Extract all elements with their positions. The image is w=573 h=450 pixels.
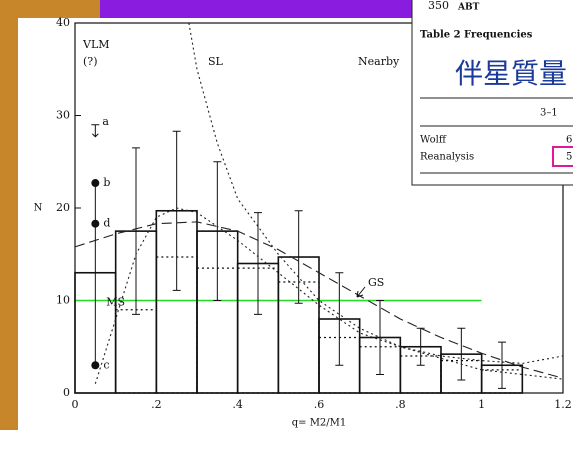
vlm-point [91,220,99,228]
y-tick-label: 10 [56,294,70,307]
page: 0.2.4.6.811.2010203040q= M2/M1NMSbdcaVLM… [0,0,573,450]
y-tick-label: 40 [56,16,70,29]
annotation: VLM [82,38,110,51]
limit-label: a [102,115,109,128]
y-axis-label: N [34,203,43,214]
side-strip [0,0,18,430]
point-label: d [103,217,110,230]
annotation: GS [368,276,384,289]
x-tick-label: 1.2 [554,398,572,411]
vlm-point [91,179,99,187]
slide: 0.2.4.6.811.2010203040q= M2/M1NMSbdcaVLM… [0,0,573,450]
row-label: Wolff [420,135,447,146]
x-tick-label: .8 [395,398,406,411]
x-tick-label: .6 [314,398,325,411]
point-label: b [103,176,110,189]
y-tick-label: 20 [56,201,70,214]
y-tick-label: 0 [63,386,70,399]
caption: Table 2 Frequencies [420,30,533,41]
x-tick-label: .4 [232,398,243,411]
y-tick-label: 30 [56,109,70,122]
title-bar [100,0,412,18]
page-number: 350 [428,0,449,12]
histogram-bar [116,310,157,393]
overlay-title: 伴星質量 [455,57,567,90]
corner-strip [0,0,100,18]
x-tick-label: 1 [478,398,485,411]
upper-limit [91,125,99,137]
x-axis-label: q= M2/M1 [292,418,347,429]
point-label: c [103,358,109,371]
column-header: 3–1 [540,108,558,119]
annotation: SL [208,55,224,68]
vlm-point [91,361,99,369]
cell: 6 [566,135,572,146]
x-tick-label: 0 [72,398,79,411]
row-label: Reanalysis [420,152,474,163]
annotation: (?) [83,55,97,68]
annotation-arrow [357,287,365,297]
x-tick-label: .2 [151,398,162,411]
running-head: ABT [457,3,480,13]
cell: 5 [566,152,572,163]
inset-table: 350 ABT Table 2 Frequencies 伴星質量 3–1 Wol… [412,0,573,185]
annotation: Nearby [358,55,400,68]
